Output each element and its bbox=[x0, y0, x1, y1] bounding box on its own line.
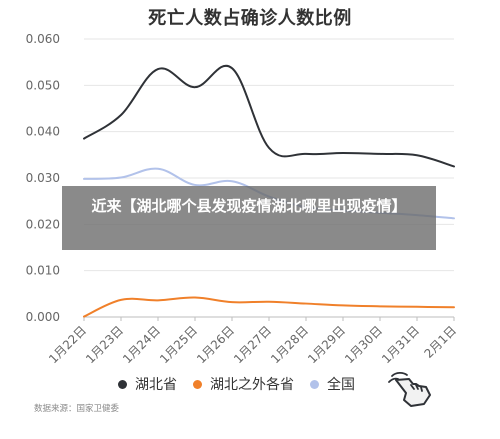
x-tick-label: 1月28日 bbox=[268, 323, 311, 366]
x-tick-label: 1月24日 bbox=[120, 323, 163, 366]
legend-item-national[interactable]: 全国 bbox=[310, 374, 355, 394]
grid-lines bbox=[84, 38, 454, 318]
legend-dot-other-provinces bbox=[193, 379, 202, 389]
legend-label-other-provinces: 湖北之外各省 bbox=[210, 377, 294, 393]
x-tick-label: 1月22日 bbox=[46, 323, 89, 366]
y-tick-label: 0.040 bbox=[26, 125, 60, 139]
headline-text: 近来【湖北哪个县发现疫情湖北哪里出现疫情】 bbox=[91, 197, 407, 215]
x-tick-label: 1月31日 bbox=[379, 323, 422, 366]
series-line-hubei bbox=[83, 64, 455, 168]
x-tick-label: 2月1日 bbox=[421, 323, 459, 361]
legend-label-hubei: 湖北省 bbox=[135, 377, 177, 393]
y-tick-label: 0.010 bbox=[26, 264, 60, 278]
y-tick-label: 0.020 bbox=[26, 217, 60, 231]
x-tick-label: 1月30日 bbox=[342, 323, 385, 366]
legend-item-other-provinces[interactable]: 湖北之外各省 bbox=[193, 374, 294, 394]
legend-dot-national bbox=[310, 379, 319, 389]
chart-title: 死亡人数占确诊人数比例 bbox=[148, 8, 352, 29]
data-source-note: 数据来源：国家卫健委 bbox=[34, 404, 120, 414]
x-tick-label: 1月27日 bbox=[231, 323, 274, 366]
headline-overlay: 近来【湖北哪个县发现疫情湖北哪里出现疫情】 bbox=[62, 186, 436, 250]
y-tick-label: 0.030 bbox=[26, 171, 60, 185]
y-tick-label: 0.060 bbox=[26, 32, 60, 46]
x-tick-label: 1月29日 bbox=[305, 323, 348, 366]
legend-dot-hubei bbox=[118, 379, 127, 389]
y-tick-label: 0.050 bbox=[26, 78, 60, 92]
x-tick-label: 1月26日 bbox=[194, 323, 237, 366]
pointer-hand-icon bbox=[388, 371, 431, 407]
axes bbox=[83, 316, 455, 321]
x-tick-label: 1月25日 bbox=[157, 323, 200, 366]
x-tick-label: 1月23日 bbox=[83, 323, 126, 366]
series-line-other-provinces bbox=[83, 296, 455, 318]
chart-legend: 湖北省 湖北之外各省 全国 bbox=[118, 374, 355, 394]
legend-item-hubei[interactable]: 湖北省 bbox=[118, 374, 177, 394]
y-tick-label: 0.000 bbox=[26, 310, 60, 324]
legend-label-national: 全国 bbox=[327, 377, 355, 393]
